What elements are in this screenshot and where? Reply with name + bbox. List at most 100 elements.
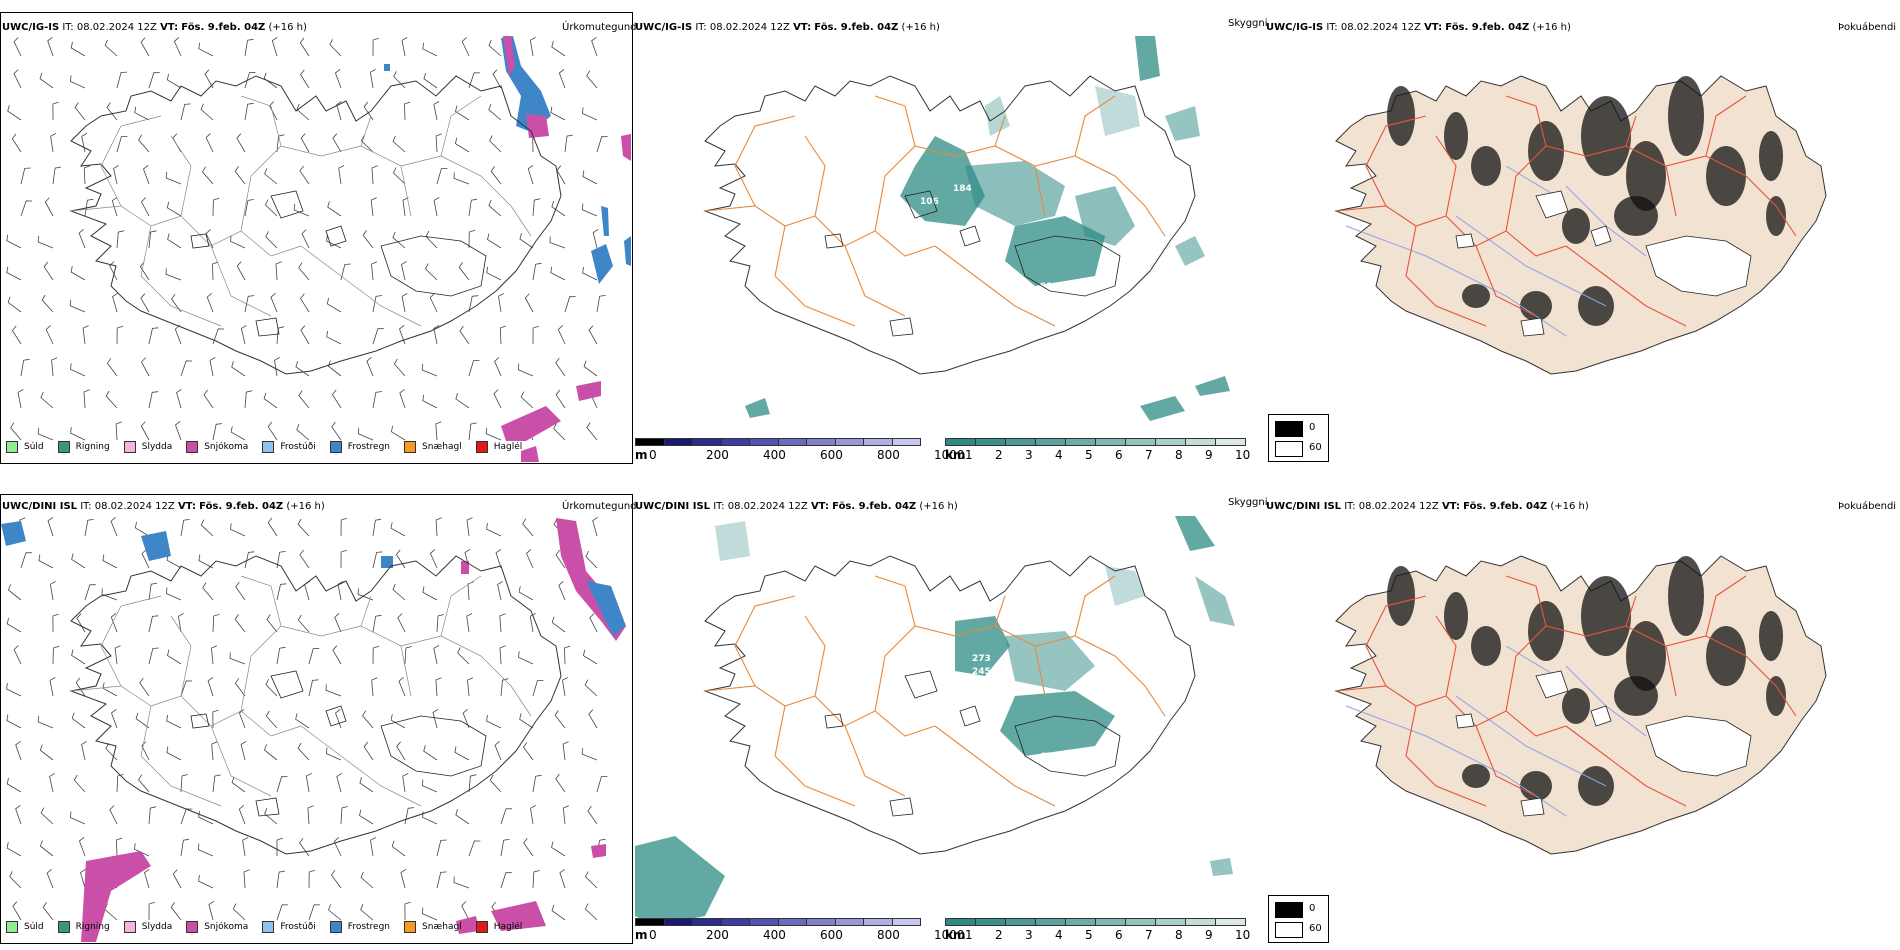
wind-barb: [37, 235, 54, 249]
glacier-outline: [380, 715, 487, 777]
wind-barb: [523, 837, 534, 857]
glacier-outline: [270, 190, 304, 219]
wind-barb: [138, 134, 150, 153]
vt-label: VT:: [793, 22, 812, 33]
wind-barb: [499, 325, 507, 345]
colorbar-unit: m: [635, 928, 648, 942]
wind-barb: [532, 198, 541, 217]
wind-barb: [586, 70, 598, 89]
panel-header: UWC/IG-IS IT: 08.02.2024 12Z VT: Fös. 9.…: [1266, 22, 1571, 33]
colorbar-tick: 200: [706, 448, 729, 462]
road-network: [1335, 575, 1797, 807]
legend-swatch: [404, 921, 417, 933]
glacier-outline: [190, 713, 210, 729]
wind-barb: [453, 876, 470, 889]
model-name: UWC/DINI ISL: [2, 501, 78, 512]
wind-barb: [554, 710, 566, 729]
colorbar-tick: 400: [763, 928, 786, 942]
colorbar-segment: [1005, 438, 1036, 446]
wind-barb: [335, 708, 342, 729]
wind-barb: [488, 199, 502, 217]
wind-barb: [336, 772, 343, 793]
coastline: [703, 75, 1196, 375]
lead-time: (+16 h): [919, 501, 958, 512]
wind-barb: [46, 868, 54, 889]
glacier-outline: [1455, 233, 1475, 249]
wind-barb: [111, 196, 118, 217]
wind-barb: [362, 710, 374, 729]
wind-barb: [392, 583, 406, 601]
fog-patch: [1444, 112, 1468, 160]
wind-barb: [140, 37, 150, 57]
panel-title: Skyggni: [1228, 497, 1268, 508]
wind-barb: [141, 549, 150, 569]
wind-barb: [308, 904, 321, 921]
wind-barb: [166, 746, 182, 761]
wind-barb: [166, 73, 182, 89]
fog-patch: [1387, 566, 1415, 626]
wind-barb: [466, 613, 473, 633]
wind-barb: [8, 584, 22, 601]
colorbar-segment: [1185, 438, 1216, 446]
vis-label: 300: [1115, 743, 1134, 753]
river-line: [1455, 215, 1607, 307]
wind-barb: [518, 651, 534, 665]
wind-barb: [52, 613, 59, 633]
wind-barb: [524, 293, 534, 313]
wind-barb: [206, 292, 214, 313]
road-network: [70, 95, 532, 327]
legend-swatch: [186, 921, 199, 933]
wind-barb: [592, 228, 599, 249]
colorbar-tick: 1000: [934, 928, 965, 942]
wind-barb: [265, 710, 278, 729]
valid-time: Fös. 9.feb. 04Z: [181, 22, 266, 33]
visibility-colorbar: km 1 2 3 4 5 6 7 8 9 10: [945, 918, 1265, 944]
legend-item: Frostregn: [329, 921, 390, 933]
wind-barb: [171, 293, 182, 313]
lead-time: (+16 h): [901, 22, 940, 33]
colorbar-tick: 6: [1115, 928, 1123, 942]
wind-barb: [173, 37, 182, 57]
colorbar-tick: 10: [1235, 448, 1251, 462]
wind-barb: [295, 713, 310, 729]
model-name: UWC/IG-IS: [635, 22, 693, 33]
colorbar-tick: 800: [877, 928, 900, 942]
road-network: [70, 575, 532, 807]
wind-barb: [433, 197, 440, 217]
panel-header: UWC/IG-IS IT: 08.02.2024 12Z VT: Fös. 9.…: [635, 22, 940, 33]
glacier-outline: [1455, 713, 1475, 729]
wind-barb: [370, 837, 377, 857]
wind-barb: [264, 168, 278, 185]
wind-barb: [404, 101, 411, 121]
fog-patch: [1528, 601, 1564, 661]
wind-barb: [243, 869, 250, 889]
legend-label: Snjókoma: [204, 442, 249, 452]
vt-label: VT:: [160, 22, 179, 33]
vt-label: VT:: [177, 501, 196, 512]
wind-barb: [204, 69, 214, 89]
wind-barb: [275, 261, 282, 281]
valid-time: Fös. 9.feb. 04Z: [832, 501, 917, 512]
wind-barb: [557, 325, 566, 345]
colorbar-unit: km: [945, 928, 966, 942]
colorbar-segment: [1005, 918, 1036, 926]
fog-patch: [1471, 626, 1501, 666]
wind-barb: [39, 72, 54, 89]
fog-patch: [1706, 626, 1746, 686]
valid-time: Fös. 9.feb. 04Z: [199, 501, 284, 512]
wind-barb: [15, 804, 22, 825]
wind-barb: [274, 357, 280, 377]
colorbar-segment: [1035, 438, 1066, 446]
colorbar-tick: 5: [1085, 448, 1093, 462]
wind-barb: [581, 748, 598, 761]
colorbar-segment: [692, 918, 722, 926]
wind-barb: [433, 325, 440, 345]
wind-barb: [44, 197, 54, 217]
wind-barb: [49, 677, 56, 697]
wind-barb: [308, 679, 319, 697]
wind-barb: [244, 551, 255, 569]
panel-precip-type-igis: [0, 12, 633, 464]
wind-barb: [307, 805, 314, 825]
wind-barb: [232, 903, 246, 921]
wind-barb: [238, 804, 246, 825]
